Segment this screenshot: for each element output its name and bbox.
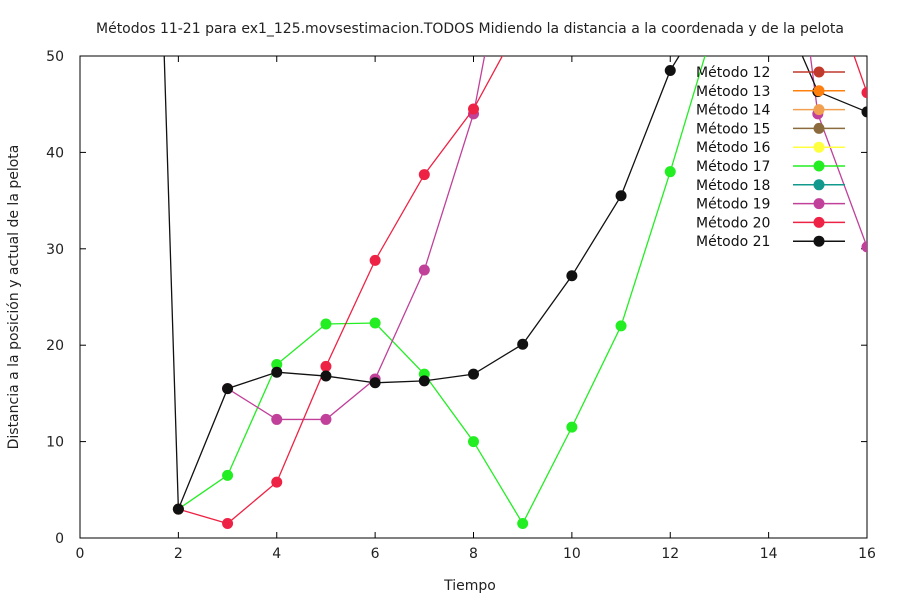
- legend-marker: [813, 104, 825, 116]
- data-point: [320, 318, 332, 330]
- data-point: [566, 270, 578, 282]
- data-point: [468, 103, 479, 115]
- legend-marker: [813, 85, 825, 97]
- legend-item: Método 13: [696, 84, 845, 100]
- chart-title: Métodos 11-21 para ex1_125.movsestimacio…: [96, 21, 844, 37]
- data-point: [517, 518, 529, 530]
- legend-marker: [813, 141, 825, 153]
- legend-item: Método 15: [696, 121, 845, 137]
- data-point: [222, 518, 234, 530]
- legend-label: Método 15: [696, 121, 770, 137]
- data-point: [418, 375, 430, 387]
- y-tick-label: 20: [46, 338, 64, 354]
- data-point: [320, 413, 332, 425]
- data-point: [271, 366, 283, 378]
- data-point: [222, 469, 234, 481]
- legend-marker: [813, 66, 825, 78]
- data-point: [418, 264, 430, 276]
- legend-item: Método 20: [696, 215, 845, 231]
- x-tick-label: 12: [661, 546, 679, 562]
- legend-label: Método 14: [696, 103, 771, 119]
- series-line: [227, 56, 867, 421]
- data-point: [369, 254, 381, 266]
- legend-item: Método 18: [696, 178, 845, 194]
- x-tick-label: 10: [563, 546, 581, 562]
- series-19: [222, 56, 867, 425]
- legend-label: Método 12: [696, 65, 770, 81]
- data-point: [664, 64, 676, 76]
- data-point: [271, 358, 283, 370]
- x-tick-label: 6: [371, 546, 380, 562]
- series-line: [163, 56, 867, 510]
- legend-label: Método 20: [696, 215, 770, 231]
- legend-label: Método 16: [696, 140, 771, 156]
- legend-marker: [813, 235, 825, 247]
- legend-label: Método 18: [696, 178, 770, 194]
- data-point: [664, 166, 676, 178]
- data-point: [861, 241, 867, 253]
- data-point: [222, 383, 234, 395]
- data-point: [861, 87, 867, 99]
- legend-item: Método 19: [696, 197, 845, 213]
- legend-item: Método 12: [696, 65, 845, 81]
- legend-label: Método 19: [696, 197, 770, 213]
- data-point: [320, 370, 332, 382]
- series-21: [163, 56, 867, 515]
- x-tick-label: 14: [760, 546, 778, 562]
- data-point: [172, 503, 184, 515]
- legend-marker: [813, 122, 825, 134]
- y-tick-label: 0: [55, 531, 64, 547]
- legend-item: Método 16: [696, 140, 845, 156]
- legend-item: Método 14: [696, 103, 845, 119]
- data-point: [615, 320, 627, 332]
- data-point: [517, 338, 529, 350]
- series-line: [178, 56, 706, 525]
- legend-label: Método 21: [696, 234, 770, 250]
- data-point: [271, 413, 283, 425]
- legend-marker: [813, 216, 825, 228]
- x-axis-label: Tiempo: [443, 578, 496, 594]
- data-point: [418, 169, 430, 181]
- y-tick-label: 40: [46, 145, 64, 161]
- data-point: [468, 436, 479, 448]
- x-tick-label: 4: [272, 546, 281, 562]
- series-line: [178, 56, 867, 525]
- data-point: [468, 368, 479, 380]
- data-point: [861, 106, 867, 118]
- x-tick-label: 16: [858, 546, 876, 562]
- data-point: [320, 360, 332, 372]
- y-tick-label: 30: [46, 242, 64, 258]
- y-tick-label: 10: [46, 435, 64, 451]
- series-group: [163, 56, 867, 530]
- legend-marker: [813, 160, 825, 172]
- x-tick-label: 2: [174, 546, 183, 562]
- y-axis-label: Distancia a la posición y actual de la p…: [6, 145, 22, 450]
- legend-marker: [813, 198, 825, 210]
- axis-ticks: 0 2 4 6 8 10 12 14 16 0 10 20 30 40 50: [46, 49, 876, 562]
- x-tick-label: 0: [76, 546, 85, 562]
- x-tick-label: 8: [469, 546, 478, 562]
- y-tick-label: 50: [46, 49, 64, 65]
- data-point: [271, 476, 283, 488]
- data-point: [566, 421, 578, 433]
- legend-item: Método 21: [696, 234, 845, 250]
- data-point: [369, 377, 381, 389]
- legend-label: Método 17: [696, 159, 770, 175]
- legend-marker: [813, 179, 825, 191]
- legend: Método 12 Método 13 Método 14 Método 15 Méto…: [696, 65, 845, 250]
- data-point: [615, 190, 627, 202]
- legend-label: Método 13: [696, 84, 770, 100]
- legend-item: Método 17: [696, 159, 845, 175]
- series-17: [172, 56, 706, 530]
- data-point: [369, 317, 381, 329]
